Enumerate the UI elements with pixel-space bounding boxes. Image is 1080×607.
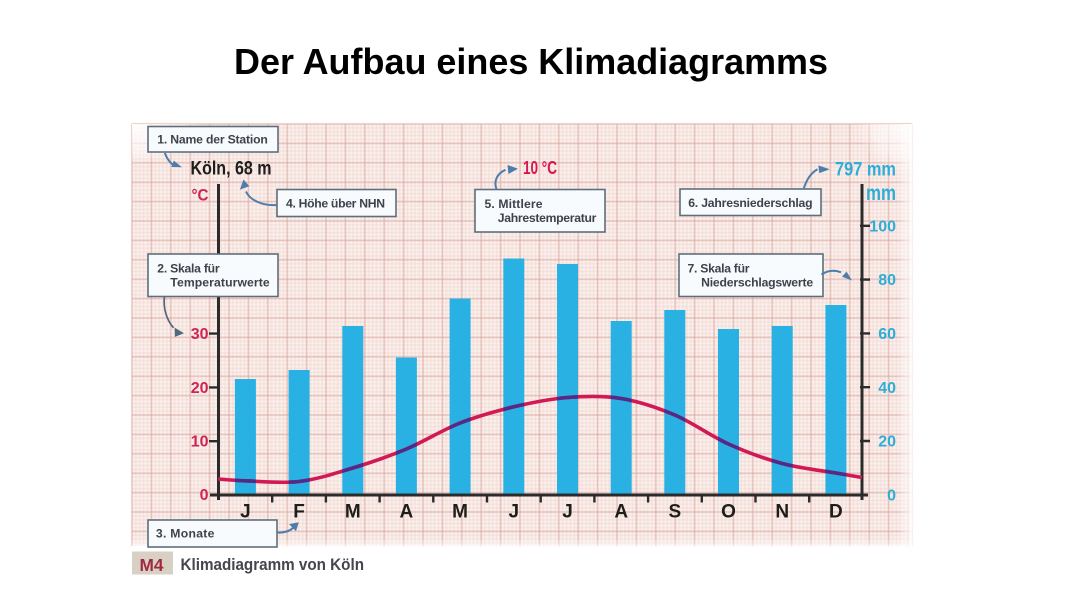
svg-text:100: 100 [869,218,896,235]
svg-text:4. Höhe über NHN: 4. Höhe über NHN [286,197,385,211]
svg-text:M4: M4 [140,555,164,575]
svg-text:80: 80 [878,272,896,289]
svg-text:30: 30 [191,326,209,343]
svg-text:mm: mm [866,182,896,205]
svg-text:J: J [562,501,573,522]
svg-text:M: M [452,501,468,522]
svg-text:Temperaturwerte: Temperaturwerte [170,276,270,290]
svg-text:Niederschlagswerte: Niederschlagswerte [701,276,813,290]
svg-text:7. Skala für: 7. Skala für [688,262,750,276]
svg-text:1. Name der Station: 1. Name der Station [157,133,267,147]
svg-text:10: 10 [191,434,209,451]
svg-text:N: N [775,501,789,522]
svg-text:2. Skala für: 2. Skala für [157,262,220,276]
svg-text:O: O [721,501,736,522]
svg-text:5. Mittlere: 5. Mittlere [485,197,543,211]
svg-text:20: 20 [878,434,896,451]
svg-text:797 mm: 797 mm [835,160,896,181]
svg-text:A: A [400,501,414,522]
svg-text:D: D [829,501,843,522]
svg-text:60: 60 [878,326,896,343]
svg-text:40: 40 [878,380,896,397]
svg-text:0: 0 [200,487,209,504]
svg-text:6. Jahresniederschlag: 6. Jahresniederschlag [688,196,812,210]
svg-text:Der Aufbau eines Klimadiagramm: Der Aufbau eines Klimadiagramms [234,41,828,82]
svg-text:20: 20 [191,380,209,397]
svg-text:A: A [614,501,628,522]
svg-text:10 °C: 10 °C [523,157,557,178]
svg-text:M: M [345,501,361,522]
svg-text:3. Monate: 3. Monate [156,527,215,541]
svg-text:°C: °C [192,187,209,205]
svg-text:0: 0 [887,487,896,504]
svg-text:Klimadiagramm von Köln: Klimadiagramm von Köln [181,555,365,574]
svg-text:J: J [240,501,251,522]
svg-text:Jahrestemperatur: Jahrestemperatur [498,211,597,225]
svg-text:J: J [509,501,520,522]
svg-text:F: F [293,501,305,522]
svg-text:S: S [668,501,681,522]
svg-text:Köln, 68 m: Köln, 68 m [191,159,272,180]
